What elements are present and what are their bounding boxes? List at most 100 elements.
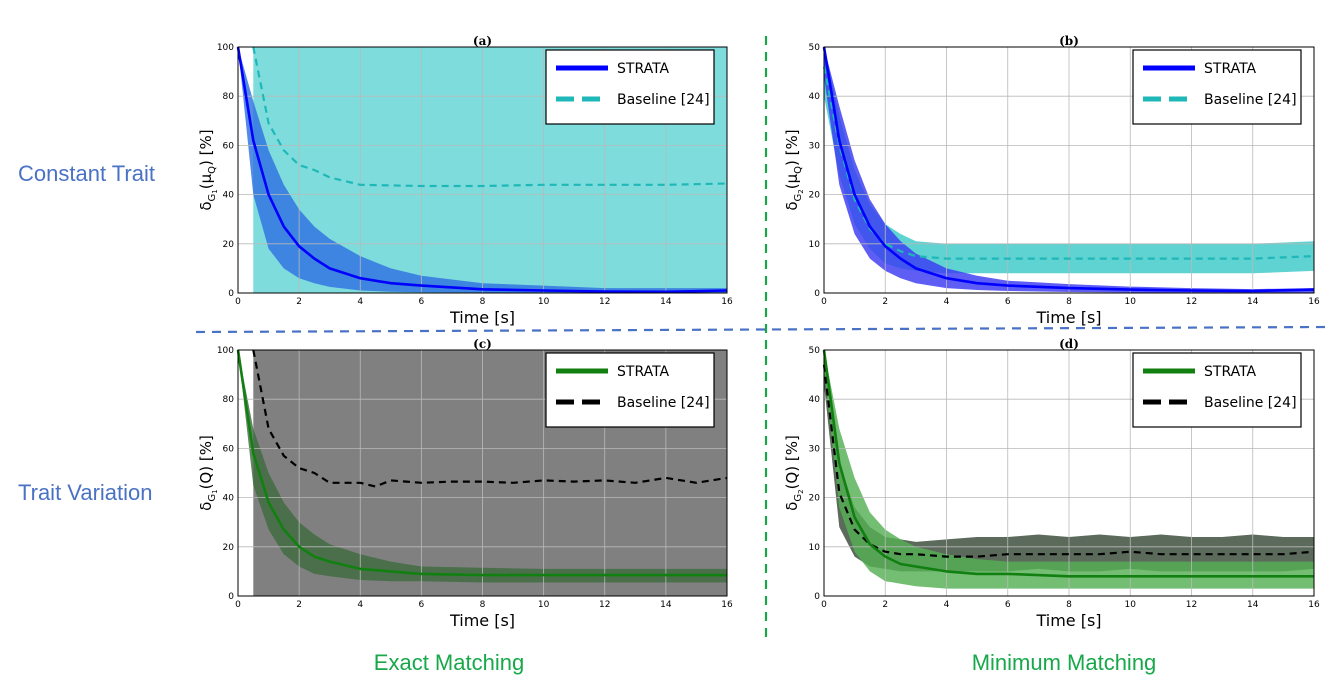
panel-a-xtick-label-3: 6 <box>419 297 425 307</box>
panel-c-series-line-0 <box>236 349 727 577</box>
panel-d-series-line-0 <box>822 349 1314 578</box>
panel-a-ytick-label-3: 60 <box>223 141 235 151</box>
panel-d-xtick-label-8: 16 <box>1308 600 1320 610</box>
panel-b-xtick-label-3: 6 <box>1005 297 1011 307</box>
panel-d-ytick-label-5: 50 <box>809 346 821 356</box>
panel-b-title: (b) <box>1059 34 1079 48</box>
row-label-constant-trait: Constant Trait <box>18 161 155 186</box>
panel-d-legend: STRATA Baseline [24] <box>1132 352 1302 428</box>
panel-b-frame <box>823 46 1315 294</box>
panel-c-ytick-label-2: 40 <box>223 494 235 504</box>
panel-d-ytick-label-4: 40 <box>809 395 821 405</box>
panel-a-xtick-label-8: 16 <box>721 297 733 307</box>
panel-d-ytick-label-0: 0 <box>814 592 820 602</box>
panel-d-ytick-label-1: 10 <box>809 543 821 553</box>
panel-a-legend-box <box>545 49 715 125</box>
panel-c-xlabel: Time [s] <box>449 611 515 630</box>
panel-b-xtick-label-8: 16 <box>1308 297 1320 307</box>
panel-a-xtick-label-1: 2 <box>296 297 302 307</box>
panel-d-xtick-label-1: 2 <box>882 600 888 610</box>
panel-a-band-0 <box>238 47 727 293</box>
panel-c-xtick-label-2: 4 <box>357 600 363 610</box>
panel-d-ytick-label-2: 20 <box>809 494 821 504</box>
panel-a-series-line-1 <box>252 46 728 188</box>
panel-c-xtick-label-0: 0 <box>235 600 241 610</box>
panel-b-ytick-label-3: 30 <box>809 141 821 151</box>
panel-d-legend-label-0: STRATA <box>1204 364 1257 380</box>
panel-d-xtick-label-3: 6 <box>1005 600 1011 610</box>
panel-d-legend-label-1: Baseline [24] <box>1204 395 1297 411</box>
panel-d-xlabel: Time [s] <box>1035 611 1101 630</box>
panel-b-ytick-label-4: 40 <box>809 92 821 102</box>
panel-d-legend-box <box>1132 352 1302 428</box>
panel-b-ytick-label-1: 10 <box>809 240 821 250</box>
panel-a-xtick-label-5: 10 <box>538 297 550 307</box>
panel-b-xtick-label-0: 0 <box>821 297 827 307</box>
panel-b-ytick-label-5: 50 <box>809 43 821 53</box>
panel-d-xtick-label-0: 0 <box>821 600 827 610</box>
column-label-exact-matching: Exact Matching <box>374 650 524 675</box>
column-label-minimum-matching: Minimum Matching <box>972 650 1157 675</box>
panel-b-xlabel: Time [s] <box>1035 308 1101 327</box>
panel-a-xtick-label-7: 14 <box>660 297 672 307</box>
panel-d-bands <box>824 350 1314 589</box>
panel-d-xtick-label-2: 4 <box>944 600 950 610</box>
panel-b-ytick-label-0: 0 <box>814 289 820 299</box>
panel-b-legend-box <box>1132 49 1302 125</box>
panel-a-xtick-label-4: 8 <box>480 297 486 307</box>
panel-c-legend-label-1: Baseline [24] <box>617 395 710 411</box>
panel-b-series-line-0 <box>822 46 1315 293</box>
panel-c-xtick-label-5: 10 <box>538 600 550 610</box>
panel-c-ytick-label-0: 0 <box>228 592 234 602</box>
panel-a-title: (a) <box>473 34 492 48</box>
panel-b-xtick-label-6: 12 <box>1186 297 1197 307</box>
panel-a-xlabel: Time [s] <box>449 308 515 327</box>
panel-c-legend: STRATA Baseline [24] <box>545 352 715 428</box>
panel-c-xtick-label-7: 14 <box>660 600 672 610</box>
panel-c-xtick-label-4: 8 <box>480 600 486 610</box>
panel-a-ylabel: δG1(μQ) [%] <box>197 129 219 210</box>
panel-b-bands <box>824 47 1314 293</box>
panel-c-xtick-label-6: 12 <box>599 600 610 610</box>
panel-b-legend: STRATA Baseline [24] <box>1132 49 1302 125</box>
panel-d-ytick-label-3: 30 <box>809 444 821 454</box>
panel-b-ytick-label-2: 20 <box>809 191 821 201</box>
panel-c-ytick-label-3: 60 <box>223 444 235 454</box>
horizontal-divider <box>195 325 1329 334</box>
panel-c-ytick-label-1: 20 <box>223 543 235 553</box>
panel-c-ylabel: δG1(Q) [%] <box>197 435 219 511</box>
panel-a: 0 2 4 6 8 10 12 14 16 0 20 40 60 80 100 (a) Time [s] δG1(… <box>197 34 733 327</box>
panel-c-xtick-label-1: 2 <box>296 600 302 610</box>
panel-b-xtick-label-1: 2 <box>882 297 888 307</box>
panel-b-legend-label-0: STRATA <box>1204 61 1257 77</box>
panel-b-ylabel: δG2(μQ) [%] <box>783 129 805 210</box>
panel-d-xtick-label-7: 14 <box>1247 600 1259 610</box>
panel-a-ytick-label-2: 40 <box>223 191 235 201</box>
panel-c-xtick-label-8: 16 <box>721 600 733 610</box>
panel-c-xtick-label-3: 6 <box>419 600 425 610</box>
panel-b-xtick-label-4: 8 <box>1066 297 1072 307</box>
panel-c-legend-label-0: STRATA <box>617 364 670 380</box>
panel-a-ytick-label-1: 20 <box>223 240 235 250</box>
panel-b-legend-label-1: Baseline [24] <box>1204 92 1297 108</box>
panel-a-legend: STRATA Baseline [24] <box>545 49 715 125</box>
panel-a-xtick-label-0: 0 <box>235 297 241 307</box>
panel-c-ytick-label-5: 100 <box>217 346 234 356</box>
panel-c-legend-box <box>545 352 715 428</box>
panel-d-ylabel: δG2(Q) [%] <box>783 435 805 511</box>
panel-d-title: (d) <box>1059 337 1079 351</box>
panel-c-frame <box>237 349 728 597</box>
panel-a-frame <box>237 46 728 294</box>
panel-d-xtick-label-5: 10 <box>1125 600 1137 610</box>
panel-a-series-line-0 <box>236 46 728 294</box>
panel-b-xtick-label-2: 4 <box>944 297 950 307</box>
panel-b-xtick-label-7: 14 <box>1247 297 1259 307</box>
panel-b-xtick-label-5: 10 <box>1125 297 1137 307</box>
panel-d-xtick-label-4: 8 <box>1066 600 1072 610</box>
panel-a-legend-label-0: STRATA <box>617 61 670 77</box>
row-label-trait-variation: Trait Variation <box>18 480 153 505</box>
panel-a-xtick-label-6: 12 <box>599 297 610 307</box>
panel-d-band-0 <box>824 350 1314 589</box>
panel-d: 0 2 4 6 8 10 12 14 16 0 10 20 30 40 50 (d) Time [s] δG2(Q… <box>783 337 1320 630</box>
